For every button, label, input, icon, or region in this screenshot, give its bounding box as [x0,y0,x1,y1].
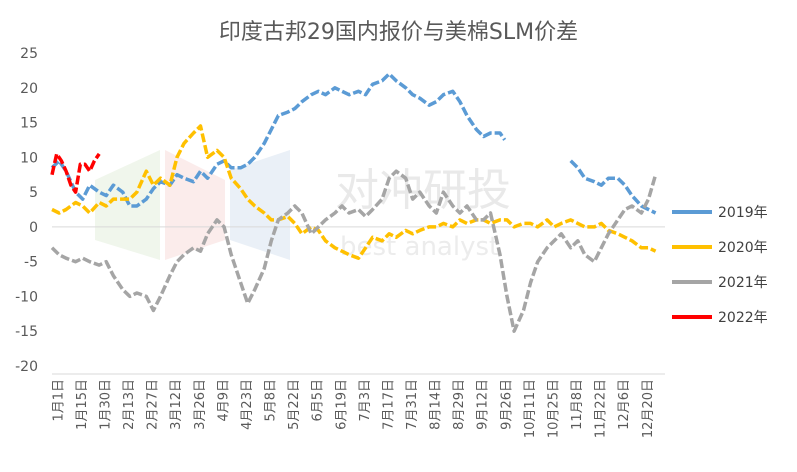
x-tick-label: 4月23日 [240,379,255,430]
y-tick-label: -5 [24,255,38,271]
x-tick-label: 12月20日 [641,379,656,438]
y-tick-label: 5 [29,185,38,201]
y-tick-label: 20 [20,81,38,97]
x-tick-label: 12月6日 [617,379,632,430]
y-tick-label: 15 [20,116,38,132]
x-tick-label: 10月25日 [546,379,561,438]
x-tick-label: 3月12日 [169,379,184,430]
y-tick-label: -20 [15,359,38,375]
x-axis: 1月1日 1月15日 1月30日 2月13日 2月27日 3月12日 3月26日 4月9日 4月… [51,373,665,438]
x-tick-label: 2月13日 [122,379,137,430]
legend-label: 2022年 [718,310,768,326]
watermark: 对冲研投 best analyst [95,150,511,262]
x-tick-label: 6月5日 [311,379,326,422]
y-tick-label: -10 [15,289,38,305]
watermark-en: best analyst [340,232,499,262]
x-tick-label: 1月1日 [51,379,66,422]
x-tick-label: 6月19日 [334,379,349,430]
series-layer [50,72,658,333]
series-line-2022年 [50,152,101,194]
legend-label: 2019年 [718,205,768,221]
x-tick-label: 1月30日 [98,379,113,430]
series-line-2019年 [50,72,657,215]
x-tick-label: 7月17日 [381,379,396,430]
x-tick-label: 4月9日 [216,379,231,422]
y-tick-label: 25 [20,46,38,62]
x-tick-label: 5月8日 [264,379,279,422]
x-tick-label: 2月27日 [146,379,161,430]
x-tick-label: 7月31日 [405,379,420,430]
x-tick-label: 8月29日 [452,379,467,430]
x-tick-label: 7月3日 [358,379,373,422]
legend-label: 2021年 [718,275,768,291]
chart-title: 印度古邦29国内报价与美棉SLM价差 [218,20,579,45]
x-tick-label: 11月22日 [594,379,609,438]
x-tick-label: 3月26日 [193,379,208,430]
y-tick-label: 10 [20,150,38,166]
x-tick-label: 10月11日 [523,379,538,438]
legend-label: 2020年 [718,240,768,256]
y-tick-label: -15 [15,324,38,340]
x-tick-label: 5月22日 [287,379,302,430]
x-tick-label: 11月8日 [570,379,585,430]
x-tick-label: 8月14日 [429,379,444,430]
series-line-2021年 [50,169,658,333]
watermark-cn: 对冲研投 [335,165,511,216]
legend: 2019年 2020年 2021年 2022年 [672,205,768,326]
y-tick-label: 0 [29,220,38,236]
x-tick-label: 9月26日 [499,379,514,430]
x-tick-label: 1月15日 [75,379,90,430]
series-line-2020年 [51,124,657,260]
y-axis: 25 20 15 10 5 0 -5 -10 -15 -20 [15,46,665,375]
x-tick-label: 9月12日 [476,379,491,430]
